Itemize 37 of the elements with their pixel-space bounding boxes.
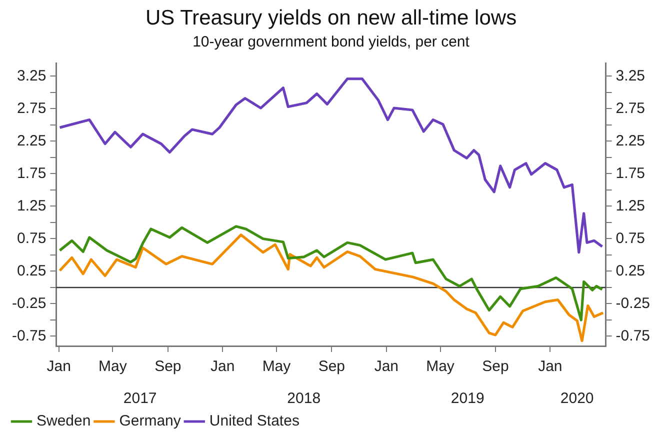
x2-tick-label: 2020 [560,390,594,408]
x-tick-label: May [98,358,128,376]
x-tick-label: Jan [538,358,562,376]
x-tick-label: May [426,358,455,376]
x2-tick-label: 2018 [287,390,321,408]
y2-tick-label: -0.75 [616,327,650,344]
y-tick-label: 2.25 [16,132,46,150]
x-tick-label: Jan [46,358,71,376]
y-tick-label: 0.25 [16,262,46,280]
y-tick-label: 0.75 [16,230,46,247]
y2-tick-label: 0.25 [616,262,646,280]
legend-label: Sweden [36,412,91,430]
y2-tick-label: 2.25 [616,132,646,150]
y-tick-label: 3.25 [16,67,46,84]
x-tick-label: Sep [318,358,346,376]
y-tick-label: -0.75 [12,327,46,344]
x2-tick-label: 2019 [450,390,484,408]
chart-title: US Treasury yields on new all-time lows [145,6,517,30]
x-tick-label: Jan [374,358,399,376]
legend-label: United States [209,412,300,430]
y-tick-label: 2.75 [16,100,46,117]
y-tick-label: -0.25 [12,294,46,312]
x-tick-label: Sep [154,358,182,376]
x-tick-label: Sep [482,358,509,376]
chart-subtitle: 10-year government bond yields, per cent [192,33,470,50]
y2-tick-label: 1.25 [616,197,646,214]
x2-tick-label: 2017 [123,390,157,408]
x-tick-label: May [262,358,292,376]
y-tick-label: 1.75 [16,164,46,182]
x-tick-label: Jan [210,358,235,376]
y2-tick-label: 2.75 [616,100,646,117]
y2-tick-label: 3.25 [616,67,646,84]
y2-tick-label: 0.75 [616,230,646,247]
legend-label: Germany [119,412,182,430]
y2-tick-label: -0.25 [616,294,650,312]
y2-tick-label: 1.75 [616,164,646,182]
y-tick-label: 1.25 [16,197,46,214]
